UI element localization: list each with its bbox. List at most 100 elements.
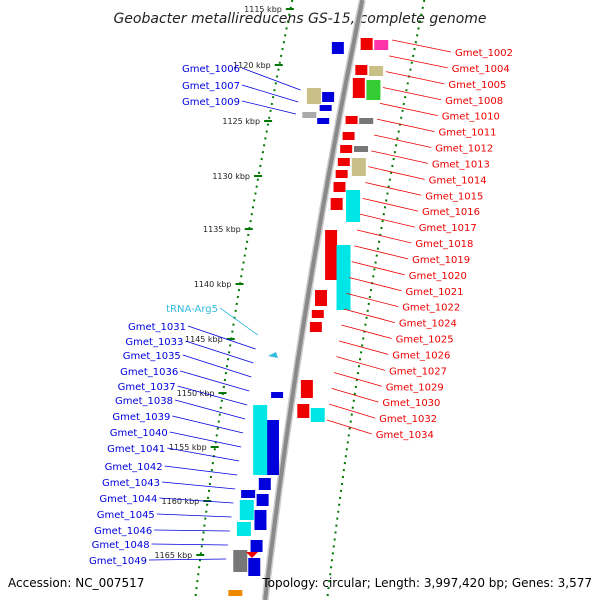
reverse-gene-block (258, 478, 271, 490)
reverse-gene-block (306, 88, 321, 104)
forward-gene-label: Gmet_1014 (429, 175, 487, 186)
label-connector (343, 308, 396, 323)
label-connector (379, 102, 438, 117)
forward-gene-label: Gmet_1024 (399, 319, 457, 330)
forward-gene-block (352, 78, 365, 98)
reverse-gene-block (322, 92, 335, 102)
label-connector (368, 166, 425, 180)
forward-gene-block (337, 158, 350, 166)
label-connector (241, 100, 297, 115)
accession-text: Accession: NC_007517 (8, 576, 144, 590)
forward-gene-label: Gmet_1015 (425, 191, 483, 202)
reverse-gene-label: Gmet_1039 (112, 412, 170, 423)
reverse-gene-label: Gmet_1031 (128, 322, 186, 333)
forward-gene-block (351, 158, 366, 176)
forward-gene-block (315, 290, 328, 306)
tick-label: 1165 kbp (155, 551, 193, 560)
reverse-gene-block (239, 500, 254, 520)
label-connector (341, 324, 392, 339)
reverse-gene-block (256, 494, 269, 506)
trna-feature (268, 352, 278, 358)
label-connector (338, 340, 389, 355)
label-connector (365, 182, 422, 196)
reverse-gene-block (248, 558, 261, 576)
tick-label: 1145 kbp (185, 335, 223, 344)
reverse-gene-label: Gmet_1038 (115, 396, 173, 407)
label-connector (167, 447, 240, 462)
forward-gene-block (330, 198, 343, 210)
reverse-gene-block (302, 112, 317, 118)
forward-gene-block (360, 38, 373, 50)
reverse-gene-block (253, 405, 268, 475)
forward-gene-label: Gmet_1002 (455, 48, 513, 59)
tick-label: 1150 kbp (177, 389, 215, 398)
forward-gene-label: Gmet_1021 (406, 287, 464, 298)
forward-gene-label: Gmet_1012 (435, 144, 493, 155)
forward-gene-label: Gmet_1022 (402, 303, 460, 314)
forward-gene-block (297, 404, 310, 418)
reverse-gene-label: Gmet_1044 (99, 494, 157, 505)
label-connector (331, 387, 379, 403)
label-connector (241, 67, 301, 91)
forward-gene-block (310, 408, 325, 422)
reverse-gene-label: Gmet_1049 (89, 556, 147, 567)
label-connector (177, 385, 248, 406)
forward-gene-block (246, 552, 258, 558)
label-connector (219, 307, 259, 336)
label-connector (148, 558, 227, 561)
reverse-gene-label: Gmet_1046 (94, 526, 152, 537)
label-connector (159, 497, 234, 504)
backbone-line (263, 0, 365, 600)
forward-gene-label: Gmet_1025 (396, 335, 454, 346)
label-connector (359, 213, 415, 228)
forward-gene-label: Gmet_1020 (409, 271, 467, 282)
reverse-gene-label: Gmet_1048 (92, 540, 150, 551)
tick-label: 1130 kbp (212, 172, 250, 181)
reverse-gene-block (317, 118, 330, 124)
forward-gene-block (300, 380, 313, 398)
label-connector (376, 118, 435, 132)
forward-gene-label: Gmet_1013 (432, 159, 490, 170)
label-connector (356, 229, 412, 244)
reverse-gene-block (266, 420, 279, 475)
reverse-gene-block (236, 522, 251, 536)
reverse-gene-label: Gmet_1040 (110, 428, 168, 439)
label-connector (371, 150, 428, 164)
label-connector (172, 415, 244, 434)
forward-gene-block (342, 132, 355, 140)
label-connector (392, 39, 452, 53)
label-connector (351, 261, 405, 276)
reverse-gene-label: Gmet_1037 (118, 382, 176, 393)
label-connector (333, 372, 382, 387)
forward-gene-block (355, 65, 368, 75)
reverse-gene-label: Gmet_1045 (97, 510, 155, 521)
reverse-gene-block (233, 550, 248, 572)
forward-gene-block (333, 182, 346, 192)
reverse-gene-label: Gmet_1043 (102, 478, 160, 489)
reverse-gene-label: Gmet_1006 (182, 64, 240, 75)
forward-gene-block (346, 190, 361, 222)
forward-gene-label: Gmet_1034 (376, 430, 434, 441)
forward-gene-block (325, 230, 338, 280)
reverse-gene-label: Gmet_1042 (105, 462, 163, 473)
forward-gene-block (369, 66, 384, 76)
label-connector (385, 71, 445, 85)
forward-gene-label: Gmet_1018 (415, 239, 473, 250)
forward-gene-block (340, 145, 353, 153)
reverse-gene-label: Gmet_1041 (107, 444, 165, 455)
label-connector (156, 513, 232, 518)
tick-track: 1115 kbp 1120 kbp 1125 kbp 1130 kbp 1135 kbp… (155, 0, 426, 600)
label-connector (362, 197, 419, 212)
tick-label: 1155 kbp (169, 443, 207, 452)
label-connector (329, 403, 376, 419)
reverse-gene-block (271, 392, 284, 398)
reverse-gene-label: Gmet_1036 (120, 367, 178, 378)
forward-gene-label: Gmet_1029 (386, 382, 444, 393)
reverse-gene-block (241, 490, 256, 498)
forward-gene-label: Gmet_1004 (452, 64, 510, 75)
reverse-gene-block (331, 42, 344, 54)
forward-gene-label: Gmet_1027 (389, 366, 447, 377)
gene-labels: Gmet_1002 Gmet_1004 Gmet_1005 Gmet_1008 Gmet… (89, 39, 513, 567)
label-connector (161, 481, 236, 490)
reverse-gene-label: Gmet_1035 (123, 351, 181, 362)
